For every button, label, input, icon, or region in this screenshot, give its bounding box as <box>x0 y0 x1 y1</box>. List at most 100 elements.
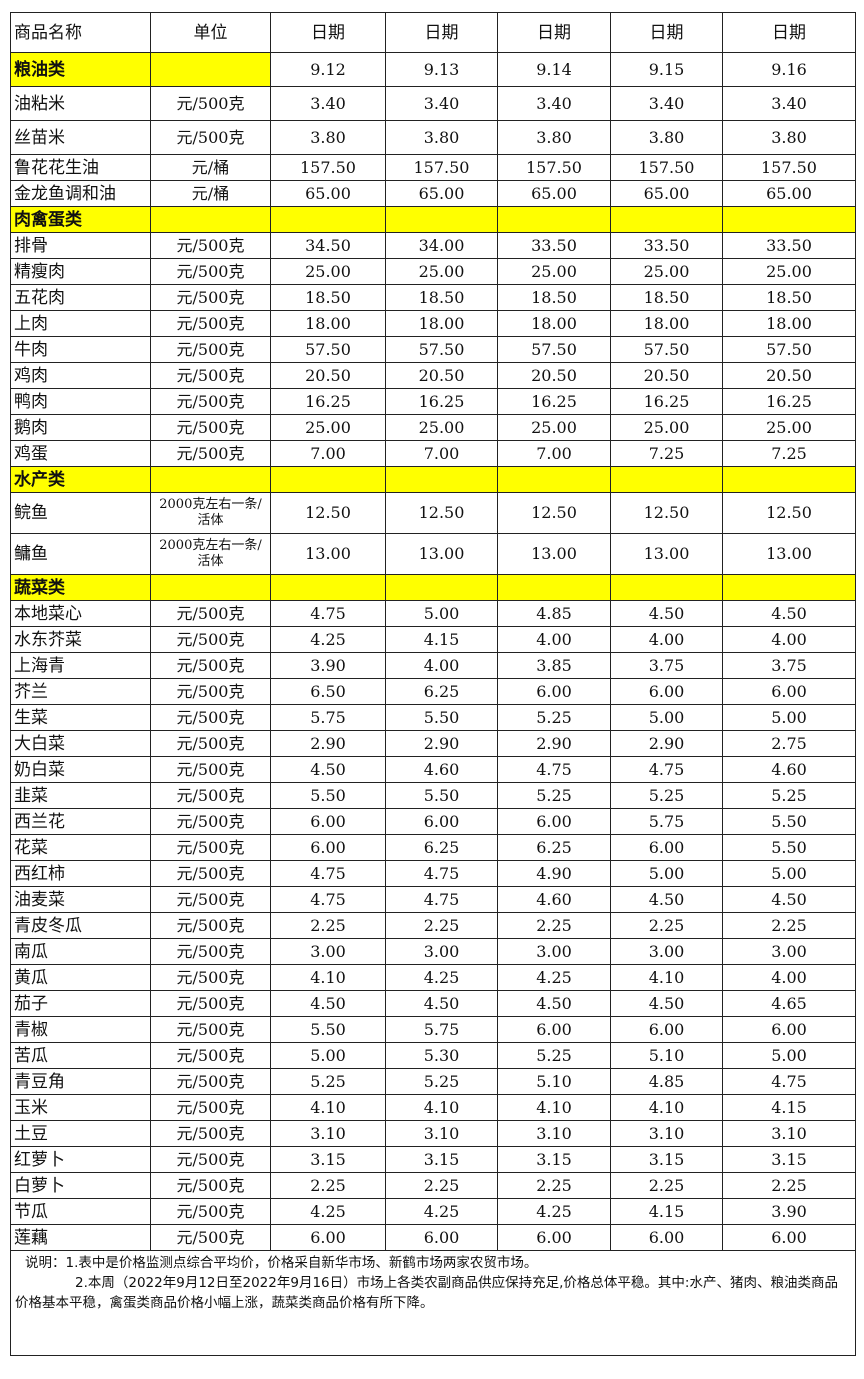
item-price: 5.00 <box>610 860 723 887</box>
item-name: 鸡蛋 <box>10 440 151 467</box>
item-name: 莲藕 <box>10 1224 151 1251</box>
item-price: 20.50 <box>722 362 856 389</box>
item-unit: 元/500克 <box>150 860 271 887</box>
item-price: 3.75 <box>610 652 723 679</box>
item-price: 18.00 <box>722 310 856 337</box>
item-price: 3.80 <box>270 120 386 155</box>
item-price: 6.00 <box>610 834 723 861</box>
table-row: 排骨 元/500克 34.50 34.00 33.50 33.50 33.50 <box>10 232 856 259</box>
item-price: 6.00 <box>610 1224 723 1251</box>
category-date <box>610 206 723 233</box>
header-row: 商品名称 单位 日期 日期 日期 日期 日期 <box>10 12 856 53</box>
item-price: 13.00 <box>497 533 611 575</box>
item-price: 5.50 <box>722 834 856 861</box>
item-price: 20.50 <box>385 362 498 389</box>
item-price: 4.75 <box>270 600 386 627</box>
item-name: 大白菜 <box>10 730 151 757</box>
table-row: 莲藕 元/500克 6.00 6.00 6.00 6.00 6.00 <box>10 1224 856 1251</box>
table-row: 本地菜心 元/500克 4.75 5.00 4.85 4.50 4.50 <box>10 600 856 627</box>
item-price: 4.50 <box>270 756 386 783</box>
item-unit: 元/500克 <box>150 964 271 991</box>
item-price: 16.25 <box>270 388 386 415</box>
item-price: 65.00 <box>497 180 611 207</box>
item-unit: 元/500克 <box>150 782 271 809</box>
item-price: 5.25 <box>270 1068 386 1095</box>
category-date <box>722 466 856 493</box>
item-unit: 元/500克 <box>150 886 271 913</box>
item-name: 青椒 <box>10 1016 151 1043</box>
item-price: 4.75 <box>385 886 498 913</box>
item-unit: 元/500克 <box>150 938 271 965</box>
table-row: 青豆角 元/500克 5.25 5.25 5.10 4.85 4.75 <box>10 1068 856 1095</box>
item-price: 57.50 <box>385 336 498 363</box>
item-unit: 元/500克 <box>150 678 271 705</box>
item-price: 25.00 <box>270 414 386 441</box>
item-price: 4.50 <box>722 886 856 913</box>
table-row: 鲁花花生油 元/桶 157.50 157.50 157.50 157.50 157.50 <box>10 154 856 181</box>
item-name: 生菜 <box>10 704 151 731</box>
item-unit: 元/500克 <box>150 808 271 835</box>
item-price: 5.00 <box>722 860 856 887</box>
item-price: 4.25 <box>497 964 611 991</box>
table-row: 油麦菜 元/500克 4.75 4.75 4.60 4.50 4.50 <box>10 886 856 913</box>
table-row: 丝苗米 元/500克 3.80 3.80 3.80 3.80 3.80 <box>10 120 856 155</box>
item-price: 12.50 <box>722 492 856 534</box>
item-name: 精瘦肉 <box>10 258 151 285</box>
item-price: 16.25 <box>722 388 856 415</box>
item-price: 4.15 <box>722 1094 856 1121</box>
item-unit: 元/500克 <box>150 834 271 861</box>
category-row: 蔬菜类 <box>10 574 856 601</box>
item-price: 5.50 <box>722 808 856 835</box>
header-date: 日期 <box>610 12 723 53</box>
item-price: 18.50 <box>497 284 611 311</box>
item-price: 18.00 <box>497 310 611 337</box>
item-price: 3.90 <box>722 1198 856 1225</box>
item-price: 3.10 <box>722 1120 856 1147</box>
category-date <box>270 206 386 233</box>
item-name: 上肉 <box>10 310 151 337</box>
item-price: 5.75 <box>270 704 386 731</box>
item-price: 6.00 <box>497 1224 611 1251</box>
item-unit: 元/500克 <box>150 232 271 259</box>
category-date <box>722 574 856 601</box>
item-price: 13.00 <box>722 533 856 575</box>
item-price: 18.00 <box>610 310 723 337</box>
item-price: 34.50 <box>270 232 386 259</box>
item-unit: 元/500克 <box>150 912 271 939</box>
item-name: 苦瓜 <box>10 1042 151 1069</box>
header-date: 日期 <box>385 12 498 53</box>
item-price: 4.10 <box>610 1094 723 1121</box>
item-price: 5.00 <box>722 704 856 731</box>
item-price: 25.00 <box>610 258 723 285</box>
item-name: 鹅肉 <box>10 414 151 441</box>
table-row: 上海青 元/500克 3.90 4.00 3.85 3.75 3.75 <box>10 652 856 679</box>
item-price: 18.00 <box>270 310 386 337</box>
item-price: 65.00 <box>610 180 723 207</box>
item-price: 20.50 <box>497 362 611 389</box>
item-price: 2.25 <box>270 1172 386 1199</box>
item-name: 排骨 <box>10 232 151 259</box>
item-price: 3.75 <box>722 652 856 679</box>
item-name: 牛肉 <box>10 336 151 363</box>
item-price: 5.00 <box>270 1042 386 1069</box>
item-price: 6.00 <box>270 1224 386 1251</box>
item-unit: 元/500克 <box>150 1172 271 1199</box>
item-name: 茄子 <box>10 990 151 1017</box>
item-price: 4.60 <box>385 756 498 783</box>
category-date: 9.14 <box>497 52 611 87</box>
item-unit: 元/500克 <box>150 1224 271 1251</box>
item-unit: 2000克左右一条/活体 <box>150 492 271 534</box>
item-unit: 元/500克 <box>150 1042 271 1069</box>
item-price: 4.25 <box>497 1198 611 1225</box>
item-price: 6.00 <box>270 808 386 835</box>
item-price: 6.00 <box>722 678 856 705</box>
category-row: 粮油类 9.12 9.13 9.14 9.15 9.16 <box>10 52 856 87</box>
item-price: 4.25 <box>385 964 498 991</box>
item-price: 4.75 <box>270 860 386 887</box>
item-price: 5.50 <box>270 1016 386 1043</box>
item-unit: 元/500克 <box>150 1120 271 1147</box>
item-price: 33.50 <box>722 232 856 259</box>
item-price: 5.25 <box>497 1042 611 1069</box>
item-price: 5.50 <box>385 782 498 809</box>
item-price: 6.25 <box>385 834 498 861</box>
